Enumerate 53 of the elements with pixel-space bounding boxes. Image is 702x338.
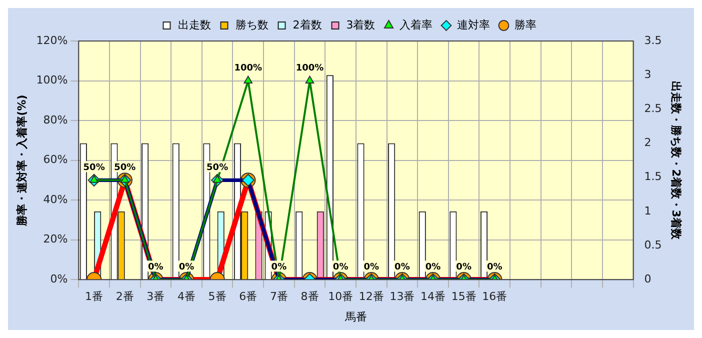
y2-tick-label: 2.5 xyxy=(644,102,662,116)
legend-label: 出走数 xyxy=(178,18,211,32)
x-tick-label: 8番 xyxy=(300,290,319,304)
data-label: 0% xyxy=(364,262,380,272)
data-label: 0% xyxy=(394,262,410,272)
y2-tick-label: 2 xyxy=(644,136,652,150)
data-label: 0% xyxy=(271,262,287,272)
x-tick-label: 7番 xyxy=(270,290,288,304)
x-tick-label: 16番 xyxy=(482,290,508,304)
y-tick-label: 60% xyxy=(43,153,68,166)
y-tick-label: 120% xyxy=(36,34,68,47)
x-tick-label: 1番 xyxy=(85,290,104,304)
y-tick-label: 100% xyxy=(36,74,68,87)
x-tick-label: 15番 xyxy=(451,290,476,304)
y2-axis-title: 出走数・勝ち数・2着数・3着数 xyxy=(670,81,683,240)
legend-label: 勝率 xyxy=(514,18,537,32)
x-tick-label: 10番 xyxy=(328,290,354,304)
data-label: 0% xyxy=(332,262,348,272)
y2-tick-label: 1.5 xyxy=(644,170,662,184)
data-label: 50% xyxy=(114,163,136,174)
legend-label: 入着率 xyxy=(400,18,433,32)
data-label: 0% xyxy=(487,262,502,272)
y2-tick-label: 1 xyxy=(644,204,652,218)
y-axis-title: 勝率・連対率・入着率(%) xyxy=(15,94,28,227)
y2-tick-label: 0 xyxy=(644,272,652,286)
y-tick-label: 40% xyxy=(43,192,68,206)
legend-label: 3着数 xyxy=(346,18,376,32)
legend-label: 2着数 xyxy=(292,18,322,32)
y2-tick-label: 3 xyxy=(644,68,652,81)
data-label: 0% xyxy=(178,262,194,272)
y-tick-label: 80% xyxy=(43,113,68,126)
x-tick-label: 3番 xyxy=(146,290,165,304)
y-tick-label: 20% xyxy=(43,232,68,246)
data-label: 50% xyxy=(206,163,228,174)
x-tick-label: 12番 xyxy=(358,290,384,304)
data-label: 0% xyxy=(148,262,164,272)
x-tick-label: 13番 xyxy=(390,290,415,304)
y2-tick-label: 0.5 xyxy=(644,238,662,252)
data-label: 0% xyxy=(425,262,441,272)
x-tick-label: 5番 xyxy=(208,290,226,304)
x-tick-label: 2番 xyxy=(116,290,134,304)
x-tick-label: 4番 xyxy=(178,290,196,304)
x-axis-title: 馬番 xyxy=(344,310,367,324)
data-label: 100% xyxy=(234,64,262,74)
data-label: 50% xyxy=(83,163,105,174)
y2-tick-label: 3.5 xyxy=(644,34,662,47)
x-tick-label: 6番 xyxy=(239,290,258,304)
data-label: 100% xyxy=(296,64,324,74)
x-tick-label: 14番 xyxy=(420,290,446,304)
legend-label: 連対率 xyxy=(457,18,490,32)
legend-label: 勝ち数 xyxy=(235,18,268,32)
data-label: 0% xyxy=(456,262,472,272)
y-tick-label: 0% xyxy=(50,272,68,286)
